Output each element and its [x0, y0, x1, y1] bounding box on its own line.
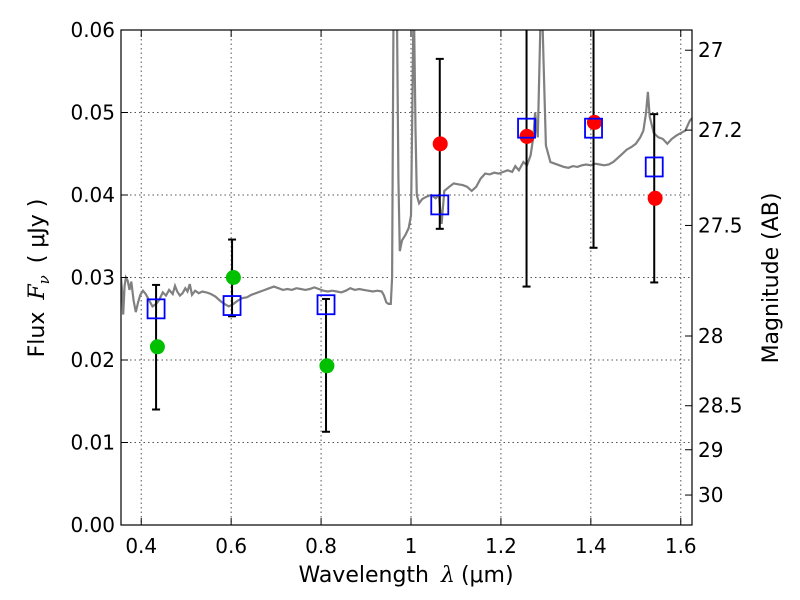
circle-marker: [225, 270, 241, 285]
y-tick-label: 0.04: [70, 183, 115, 207]
x-tick-label: 1.2: [485, 534, 517, 558]
y-tick-label: 0.01: [70, 431, 115, 455]
square-marker: [644, 156, 664, 178]
square-marker: [222, 295, 242, 316]
y2-tick-label: 28.5: [698, 394, 743, 418]
y2-tick-label: 28: [698, 324, 723, 348]
square-marker: [146, 298, 166, 320]
data-markers: [146, 114, 664, 374]
x-tick-label: 0.8: [305, 534, 337, 558]
model-spectrum-line: [121, 30, 692, 315]
y2-tick-label: 30: [698, 483, 723, 507]
y2-tick-label: 29: [698, 438, 723, 462]
square-marker: [584, 117, 603, 139]
axis-ticks: [121, 29, 692, 526]
y-tick-label: 0.05: [70, 101, 115, 125]
y-tick-label: 0.00: [70, 513, 115, 537]
y2-axis-label: Magnitude (AB): [759, 193, 784, 364]
x-axis-label: Wavelength λ (μm): [298, 563, 513, 588]
x-tick-label: 1.6: [665, 534, 697, 558]
circle-marker: [647, 190, 663, 206]
square-marker: [517, 117, 536, 139]
y2-tick-label: 27.5: [698, 213, 743, 237]
circle-marker: [149, 339, 165, 355]
square-marker: [430, 194, 450, 216]
square-marker: [316, 294, 336, 316]
y2-tick-label: 27: [698, 38, 723, 62]
x-tick-label: 1: [405, 534, 418, 558]
y-axis-label: FluxFν( μJy ): [25, 199, 53, 358]
y-tick-label: 0.02: [70, 348, 115, 372]
y2-tick-label: 27.2: [698, 118, 743, 142]
plot-area: [121, 30, 692, 433]
x-tick-label: 0.4: [125, 534, 157, 558]
x-tick-label: 0.6: [215, 534, 247, 558]
circle-marker: [519, 128, 535, 144]
tick-labels: 0.4 0.6 0.8 1 1.2 1.4 1.6 0.00 0.01 0.02 0.03 0.04 0…: [70, 18, 742, 558]
circle-marker: [586, 114, 602, 130]
y-tick-label: 0.03: [70, 266, 115, 290]
circle-marker: [432, 136, 448, 152]
y-tick-label: 0.06: [70, 18, 115, 42]
circle-marker: [319, 358, 335, 374]
x-tick-label: 1.4: [575, 534, 607, 558]
